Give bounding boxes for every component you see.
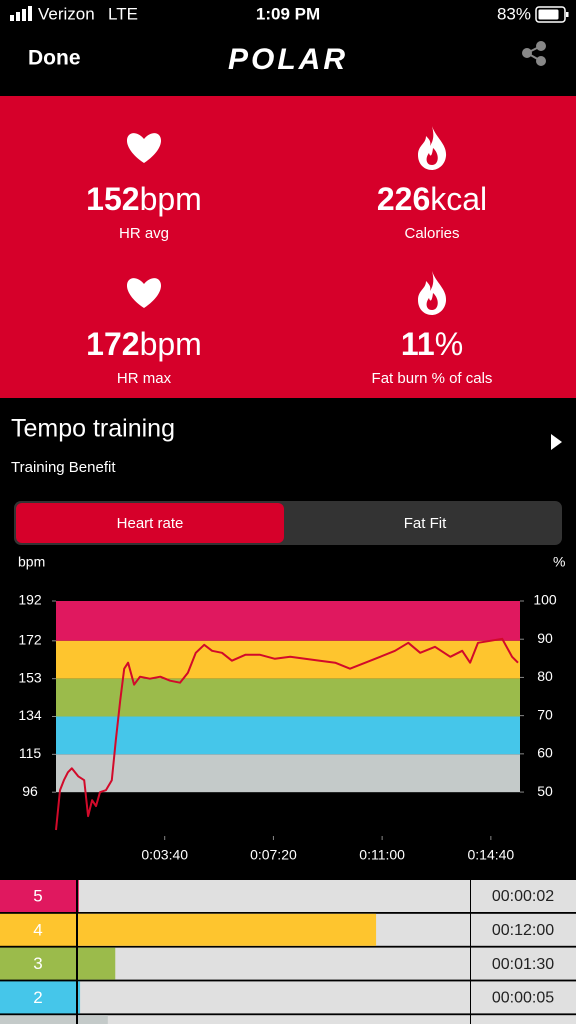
stat-value: 152bpm	[86, 181, 202, 217]
zone-bar-track	[78, 947, 470, 980]
y2-tick-label: 90	[537, 630, 553, 646]
zone-time-cell	[471, 947, 576, 980]
stat-number: 226	[377, 181, 430, 217]
flame-icon	[418, 126, 447, 170]
zone-time-cell	[471, 913, 576, 946]
zone-band	[56, 640, 520, 679]
y-tick-label: 153	[18, 669, 42, 685]
zone-time-cell	[471, 981, 576, 1014]
zone-label-cell	[0, 947, 76, 980]
signal	[10, 6, 32, 21]
zone-bar-track	[78, 981, 470, 1014]
carrier: Verizon	[38, 4, 95, 23]
zone-bar	[78, 981, 81, 1014]
y-tick-label: 96	[22, 783, 38, 799]
zone-number: 4	[33, 920, 42, 939]
stat-value: 226kcal	[377, 181, 487, 217]
stat-label: HR avg	[119, 225, 169, 242]
zone-label-cell	[0, 1015, 76, 1024]
stat-number: 11	[401, 326, 435, 362]
stat-value: 172bpm	[86, 326, 202, 362]
stat-unit: kcal	[430, 181, 487, 217]
y2-tick-label: 60	[537, 745, 553, 761]
x-tick-label: 0:03:40	[141, 847, 188, 863]
battery-icon	[535, 6, 569, 23]
zone-label-cell	[0, 880, 76, 912]
flame-inner	[426, 293, 438, 310]
y2-tick-label: 80	[537, 668, 553, 684]
zone-bar	[78, 913, 377, 946]
tab[interactable]: Fat Fit	[404, 515, 447, 532]
zone-time-cell	[471, 1015, 576, 1024]
y2-axis-label: %	[553, 554, 565, 570]
flame-icon	[418, 271, 447, 315]
zone-number: 2	[33, 988, 42, 1007]
y-tick-label: 134	[18, 707, 42, 723]
stat-unit: %	[435, 326, 463, 362]
zone-label-cell	[0, 981, 76, 1014]
y2-tick-label: 70	[537, 706, 553, 722]
zone-bar	[78, 947, 116, 980]
heart-icon	[126, 278, 162, 308]
y-tick-label: 115	[19, 745, 42, 761]
zone-time: 00:12:00	[492, 922, 554, 939]
heart-icon	[126, 133, 162, 163]
y-tick-label: 172	[18, 632, 42, 648]
zone-bar	[78, 880, 79, 912]
y-tick-label: 192	[18, 592, 42, 608]
y2-tick-label: 100	[533, 592, 557, 608]
stat-value: 11%	[401, 326, 463, 362]
stat-number: 172	[86, 326, 139, 362]
stat-number: 152	[86, 181, 139, 217]
stats-panel	[0, 96, 576, 398]
stat-label: Calories	[404, 225, 459, 242]
logo: POLAR	[228, 43, 348, 76]
zone-time: 00:00:02	[492, 888, 554, 905]
zone-band	[56, 678, 520, 717]
zone-bar-track	[78, 880, 470, 912]
zone-number: 5	[33, 886, 42, 905]
heart-rate-line	[55, 637, 519, 831]
zone-band	[56, 716, 520, 755]
share-button[interactable]	[522, 41, 546, 66]
zone-label-cell	[0, 913, 76, 946]
tab-active[interactable]	[16, 503, 284, 543]
battery-text: 83%	[497, 4, 531, 23]
x-tick-label: 0:11:00	[359, 847, 405, 863]
zone-bar	[78, 1015, 108, 1024]
tab[interactable]: Heart rate	[117, 515, 184, 532]
stat-label: HR max	[117, 370, 172, 387]
training-title[interactable]: Tempo training	[11, 415, 175, 443]
zone-time: 00:00:05	[492, 990, 554, 1007]
network: LTE	[108, 4, 138, 23]
zone-bar-track	[78, 1015, 470, 1024]
expand-arrow[interactable]	[551, 434, 562, 450]
x-tick-label: 0:14:40	[467, 847, 514, 863]
zone-band	[56, 754, 520, 793]
zone-number: 3	[33, 954, 42, 973]
zone-band	[56, 601, 520, 641]
stat-label: Fat burn % of cals	[372, 370, 493, 387]
y2-tick-label: 50	[537, 783, 553, 799]
stat-unit: bpm	[140, 326, 202, 362]
x-tick-label: 0:07:20	[250, 847, 297, 863]
training-subtitle: Training Benefit	[11, 459, 116, 476]
flame-inner	[426, 148, 438, 165]
zone-time: 00:01:30	[492, 956, 554, 973]
done-button[interactable]: Done	[28, 47, 81, 70]
zone-time-cell	[471, 880, 576, 912]
stat-unit: bpm	[140, 181, 202, 217]
clock: 1:09 PM	[256, 4, 320, 23]
y-axis-label: bpm	[18, 554, 45, 570]
